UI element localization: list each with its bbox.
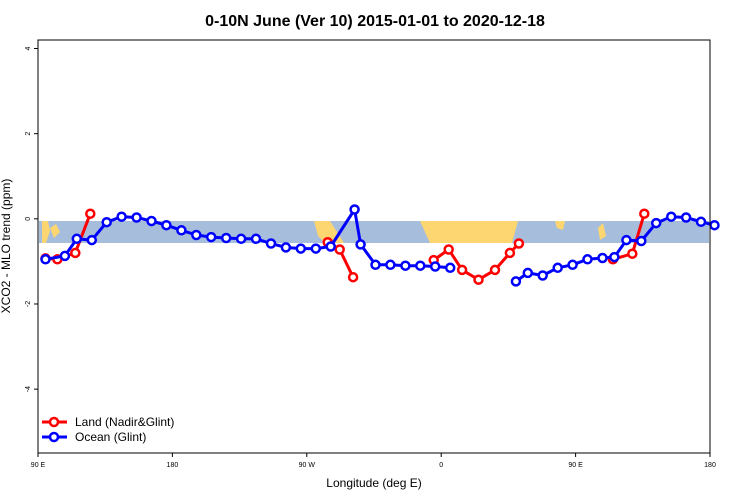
series-ocean [40,204,720,287]
data-point [310,243,322,254]
data-point [443,244,454,255]
data-point [429,261,441,272]
data-point [280,242,292,253]
data-point [325,241,336,252]
data-point [567,259,578,271]
data-point [349,204,360,215]
data-point [334,244,345,255]
data-point [146,215,157,227]
data-point [510,276,522,287]
data-point [40,254,51,265]
map-land-shape [598,223,606,240]
data-point [59,250,71,262]
y-axis-ticks: 4 2 0 -2 -4 [25,46,38,392]
data-point [552,262,563,274]
data-point [597,252,608,264]
data-point [220,232,232,244]
data-point [522,267,534,279]
y-tick-label: 2 [25,132,32,136]
map-land-shape [555,221,565,230]
x-axis-label: Longitude (deg E) [326,476,421,490]
data-point [205,231,217,243]
data-point [161,219,172,231]
data-point [444,262,456,274]
x-tick-label: 180 [167,462,179,469]
x-tick-label: 90 E [568,462,583,469]
legend-land-label: Land (Nadir&Glint) [75,415,174,429]
data-point [582,254,593,265]
series-layer [40,204,720,287]
x-tick-label: 90 E [31,462,46,469]
data-point [456,264,468,276]
data-point [609,251,620,263]
x-tick-label: 90 W [299,462,316,469]
data-point [709,219,720,231]
map-land-shape [420,221,518,243]
chart-title: 0-10N June (Ver 10) 2015-01-01 to 2020-1… [205,13,545,30]
data-point [513,238,525,249]
y-tick-label: -2 [25,301,32,307]
data-point [71,233,83,245]
data-point [347,271,359,283]
data-point [537,270,548,281]
map-land-shape [50,224,60,238]
legend-ocean-marker [48,431,60,443]
data-point [627,248,638,259]
data-point [116,211,127,222]
data-point [191,229,202,241]
y-tick-label: 4 [25,46,32,50]
data-point [639,208,650,219]
x-axis-ticks: 90 E 180 90 W 0 90 E 180 [31,453,716,469]
data-point [250,233,262,245]
data-point [85,208,96,219]
data-point [385,259,396,271]
world-map-strip [39,221,709,243]
legend-land-marker [48,416,60,428]
data-point [415,260,426,271]
x-tick-label: 0 [439,462,443,469]
data-point [504,247,516,259]
y-tick-label: 0 [25,217,32,221]
data-point [176,225,187,236]
data-point [265,238,277,249]
data-point [70,247,81,259]
data-point [473,274,484,285]
legend-ocean-label: Ocean (Glint) [75,430,146,444]
map-land-shape [42,221,50,243]
data-point [695,216,707,228]
y-axis-label: XCO2 - MLO trend (ppm) [0,179,13,314]
data-point [489,264,501,276]
plot-frame [37,39,711,454]
data-point [101,216,112,228]
x-tick-label: 180 [704,462,716,469]
series-line [45,208,451,270]
data-point [86,234,98,246]
data-point [235,233,247,245]
map-ocean-band [39,221,709,243]
data-point [400,260,411,271]
data-point [650,217,662,229]
data-point [680,212,692,223]
data-point [131,212,142,223]
map-land-shape [448,231,452,236]
y-tick-label: -4 [25,386,32,392]
data-point [370,259,381,271]
data-point [665,211,677,222]
data-point [621,234,632,246]
data-point [295,243,307,254]
data-point [636,235,647,247]
legend: Land (Nadir&Glint) Ocean (Glint) [42,415,174,444]
data-point [355,239,366,250]
